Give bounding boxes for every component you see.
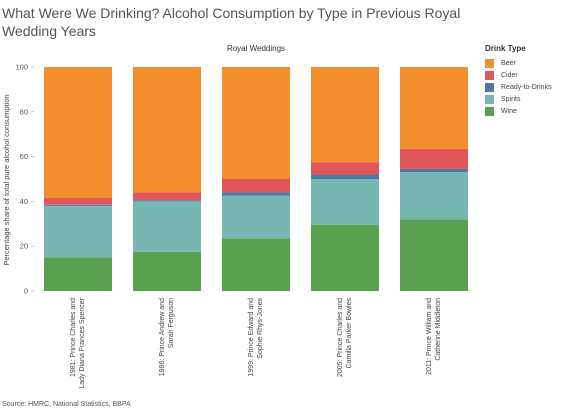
x-tick-label: Catherine Middleton — [435, 298, 442, 361]
y-tick-label: 40 — [20, 197, 28, 206]
bar-segment-wine — [222, 238, 290, 291]
y-axis: 0 20 40 60 80 100 — [15, 63, 34, 296]
legend-swatch — [485, 107, 494, 116]
legend-swatch — [485, 83, 494, 92]
legend-swatch — [485, 59, 494, 68]
x-tick-label: Sophie Rhys-Jones — [257, 298, 264, 359]
y-tick-label: 60 — [20, 152, 28, 161]
x-tick-label: 1986: Prince Andrew and — [159, 298, 166, 376]
bar-segment-cider — [44, 198, 112, 205]
bar-segment-wine — [311, 224, 379, 291]
bar-segment-cider — [311, 162, 379, 175]
bar-segment-cider — [400, 148, 468, 169]
y-tick-label: 20 — [20, 242, 28, 251]
x-tick-label: 2011: Prince William and — [426, 298, 433, 375]
legend-label: Spirits — [501, 96, 521, 103]
bar-segment-beer — [311, 67, 379, 163]
bar-segment-ready-to-drinks — [133, 200, 201, 202]
legend-title: Drink Type — [485, 44, 526, 53]
y-tick-label: 80 — [20, 107, 28, 116]
bar-segment-spirits — [133, 201, 201, 252]
bar-segment-wine — [44, 257, 112, 291]
bar-segment-beer — [400, 67, 468, 149]
legend-swatch — [485, 95, 494, 104]
x-tick-label: 2005: Prince Charles and — [337, 298, 344, 377]
bar-segment-ready-to-drinks — [400, 168, 468, 173]
x-tick-label: 1981: Prince Charles and — [70, 298, 77, 377]
column-header: Royal Weddings — [226, 44, 286, 53]
legend-swatch — [485, 71, 494, 80]
legend-label: Cider — [501, 72, 518, 79]
x-tick-label: Camilla Parker Bowles — [346, 298, 353, 369]
bar-segment-beer — [133, 67, 201, 193]
y-axis-title: Percentage share of total pure alcohol c… — [2, 94, 11, 265]
bars-layer — [44, 67, 468, 291]
legend-label: Wine — [501, 108, 517, 115]
legend-item: Cider — [485, 70, 570, 81]
bar-segment-spirits — [44, 205, 112, 258]
bar-segment-spirits — [400, 172, 468, 220]
bar-segment-ready-to-drinks — [311, 174, 379, 179]
bar-segment-ready-to-drinks — [44, 204, 112, 206]
bar-segment-cider — [222, 179, 290, 193]
legend: Drink Type Beer Cider Ready-to-Drinks Spiri… — [485, 44, 570, 118]
legend-label: Beer — [501, 60, 516, 67]
legend-item: Beer — [485, 58, 570, 69]
y-tick-label: 100 — [15, 63, 28, 72]
x-tick-label: 1999: Prince Edward and — [248, 298, 255, 377]
bar-segment-wine — [133, 251, 201, 291]
bar-segment-wine — [400, 219, 468, 291]
legend-items: Beer Cider Ready-to-Drinks Spirits Wine — [485, 58, 570, 117]
bar-segment-spirits — [311, 179, 379, 225]
x-axis: 1981: Prince Charles and Lady Diana Franc… — [70, 297, 442, 388]
x-tick-label: Lady Diana Frances Spencer — [79, 297, 86, 388]
x-tick-label: Sarah Ferguson — [168, 298, 175, 348]
bar-segment-beer — [44, 67, 112, 199]
chart-title: What Were We Drinking? Alcohol Consumpti… — [2, 5, 461, 39]
bar-segment-beer — [222, 67, 290, 179]
source-note: Source: HMRC, National Statistics, BBPA — [2, 401, 131, 408]
bar-segment-spirits — [222, 195, 290, 239]
bar-segment-cider — [133, 192, 201, 201]
stacked-bar-chart: 0 20 40 60 80 100 1981: Prince Charles and Lad… — [2, 63, 468, 389]
bar-segment-ready-to-drinks — [222, 192, 290, 196]
y-tick-label: 0 — [24, 287, 28, 296]
legend-label: Ready-to-Drinks — [501, 84, 552, 91]
legend-item: Ready-to-Drinks — [485, 82, 570, 93]
legend-item: Spirits — [485, 94, 570, 105]
legend-item: Wine — [485, 106, 570, 117]
